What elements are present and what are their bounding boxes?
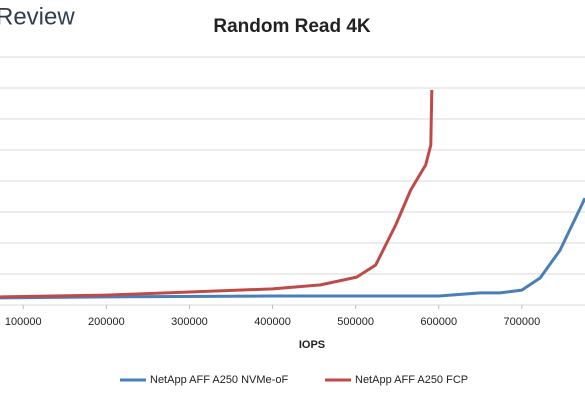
chart-title: Random Read 4K <box>213 16 371 37</box>
legend-label: NetApp AFF A250 NVMe-oF <box>150 374 288 386</box>
legend-label: NetApp AFF A250 FCP <box>355 374 468 386</box>
x-tick-label: 100000 <box>5 316 42 328</box>
series-line <box>0 197 585 300</box>
x-tick-label: 400000 <box>254 316 291 328</box>
series-line <box>0 89 434 299</box>
x-tick-label: 200000 <box>88 316 125 328</box>
x-tick-label: 600000 <box>420 316 457 328</box>
x-tick-label: 500000 <box>337 316 374 328</box>
brand-logo: Review <box>0 3 75 30</box>
x-tick-label: 300000 <box>171 316 208 328</box>
x-axis-label: IOPS <box>299 339 325 351</box>
x-tick-label: 700000 <box>503 316 540 328</box>
